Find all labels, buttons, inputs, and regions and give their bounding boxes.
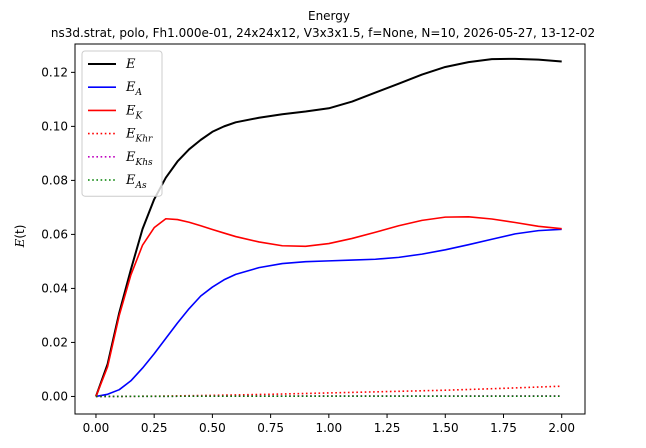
- series-line-k: [95, 216, 562, 397]
- legend-label: E: [125, 57, 136, 72]
- chart-subtitle: ns3d.strat, polo, Fh1.000e-01, 24x24x12,…: [51, 26, 595, 40]
- x-tick-label: 1.75: [490, 421, 517, 435]
- legend-label: EA: [125, 80, 143, 98]
- y-axis: 0.00 0.02 0.04 0.06 0.08 0.10 0.12: [41, 65, 75, 403]
- x-tick-label: 2.00: [548, 421, 575, 435]
- x-tick-label: 0.00: [83, 421, 110, 435]
- y-tick-label: 0.06: [41, 227, 68, 241]
- y-tick-label: 0.02: [41, 335, 68, 349]
- chart-title: Energy: [308, 9, 350, 23]
- y-tick-label: 0.04: [41, 281, 68, 295]
- series-line-total: [95, 57, 562, 397]
- x-axis: 0.00 0.25 0.50 0.75 1.00 1.25 1.50 1.75 2.00: [83, 414, 575, 435]
- series-group: [95, 57, 562, 398]
- legend: E EA EK EKhr EKhs EAs: [81, 50, 163, 197]
- legend-box: [81, 50, 163, 197]
- legend-label: EK: [125, 103, 144, 121]
- x-tick-label: 0.75: [257, 421, 284, 435]
- x-tick-label: 0.25: [141, 421, 168, 435]
- legend-label: EKhs: [125, 150, 153, 168]
- y-axis-label: E(t): [13, 225, 27, 249]
- y-tick-label: 0.00: [41, 389, 68, 403]
- x-tick-label: 1.25: [374, 421, 401, 435]
- legend-label: EAs: [125, 173, 147, 191]
- y-tick-label: 0.12: [41, 65, 68, 79]
- plot-frame: [74, 43, 586, 415]
- y-tick-label: 0.10: [41, 119, 68, 133]
- legend-label: EKhr: [125, 127, 153, 145]
- x-tick-label: 1.00: [315, 421, 342, 435]
- x-tick-label: 0.50: [199, 421, 226, 435]
- series-line-a: [95, 228, 562, 398]
- x-tick-label: 1.50: [432, 421, 459, 435]
- y-tick-label: 0.08: [41, 173, 68, 187]
